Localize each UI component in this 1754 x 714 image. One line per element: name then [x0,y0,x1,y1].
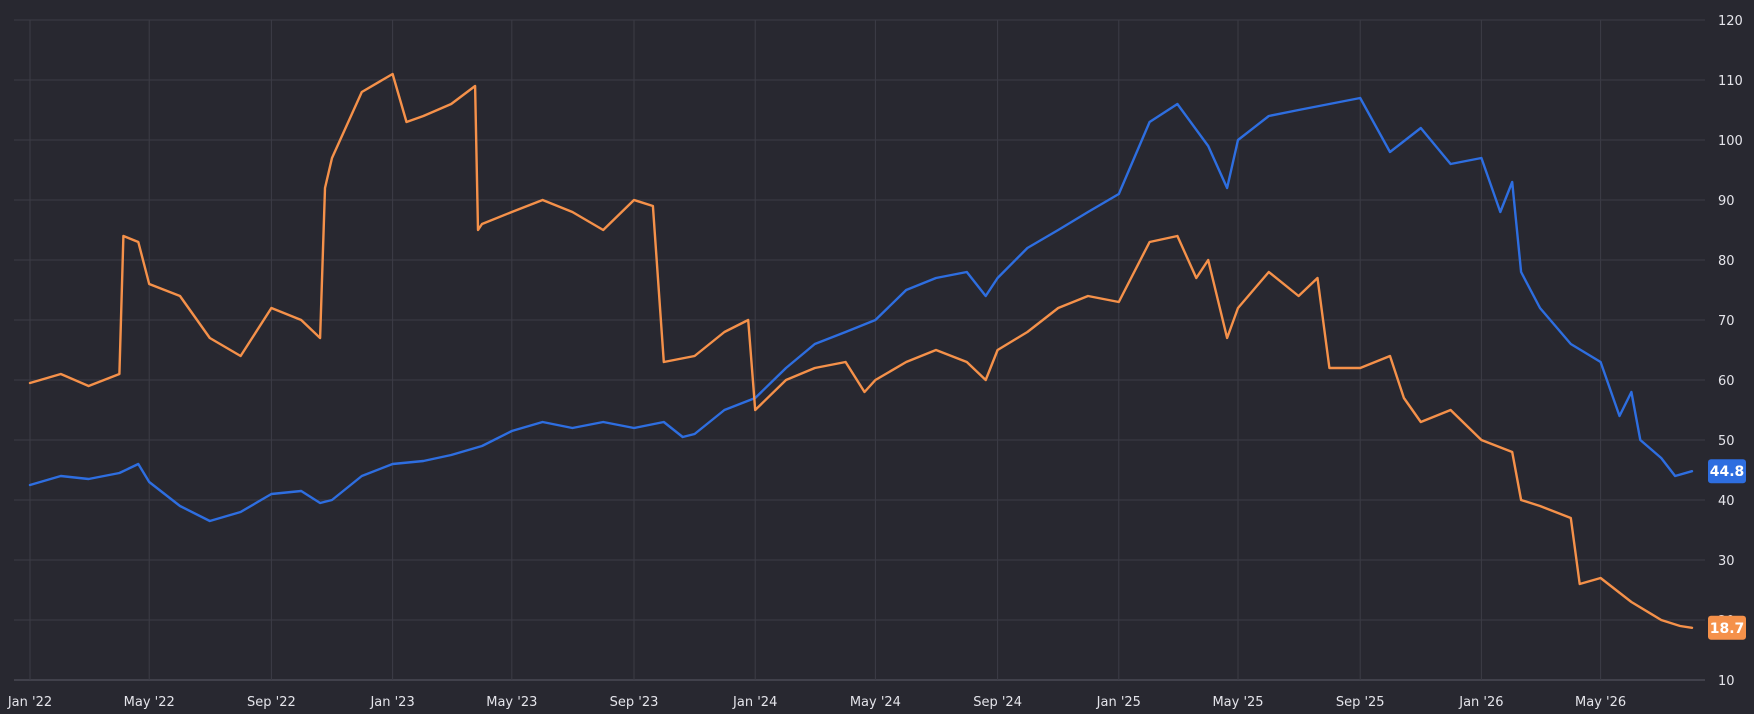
y-tick-label: 110 [1718,74,1743,89]
last-value-badge-1: 44.8 [1708,459,1746,484]
x-tick-label: May '22 [124,695,175,710]
series-lines [28,72,1694,629]
last-value-badge-2: 18.7 [1708,615,1746,640]
x-tick-label: Jan '26 [1458,695,1503,710]
y-tick-label: 50 [1718,434,1735,449]
badge-background [1708,459,1746,484]
x-tick-label: Jan '22 [7,695,52,710]
x-axis: Jan '22 May '22 Sep '22 Jan '23 May '23 Sep '… [7,695,1626,710]
badge-background [1708,615,1746,640]
x-tick-label: May '23 [486,695,537,710]
y-tick-label: 10 [1718,674,1735,689]
y-tick-label: 30 [1718,554,1735,569]
y-tick-label: 70 [1718,314,1735,329]
x-tick-label: Sep '25 [1336,695,1385,710]
last-value-label: 44.8 [1710,464,1745,480]
series-line-2 [28,72,1694,629]
last-value-label: 18.7 [1710,621,1745,637]
y-tick-label: 40 [1718,494,1735,509]
grid-lines [14,19,1705,681]
last-value-badges: 44.8 18.7 [1708,459,1746,640]
y-tick-label: 60 [1718,374,1735,389]
x-tick-label: May '25 [1212,695,1263,710]
y-tick-label: 90 [1718,194,1735,209]
x-tick-label: May '24 [850,695,901,710]
x-tick-label: May '26 [1575,695,1626,710]
y-axis: 102030405060708090100110120 [1718,14,1743,689]
y-tick-label: 80 [1718,254,1735,269]
y-tick-label: 100 [1718,134,1743,149]
series-line-1 [28,96,1694,523]
x-tick-label: Sep '23 [610,695,659,710]
y-tick-label: 120 [1718,14,1743,29]
x-tick-label: Jan '23 [369,695,414,710]
x-tick-label: Jan '25 [1096,695,1141,710]
x-tick-label: Sep '22 [247,695,296,710]
x-tick-label: Jan '24 [732,695,777,710]
x-tick-label: Sep '24 [973,695,1022,710]
